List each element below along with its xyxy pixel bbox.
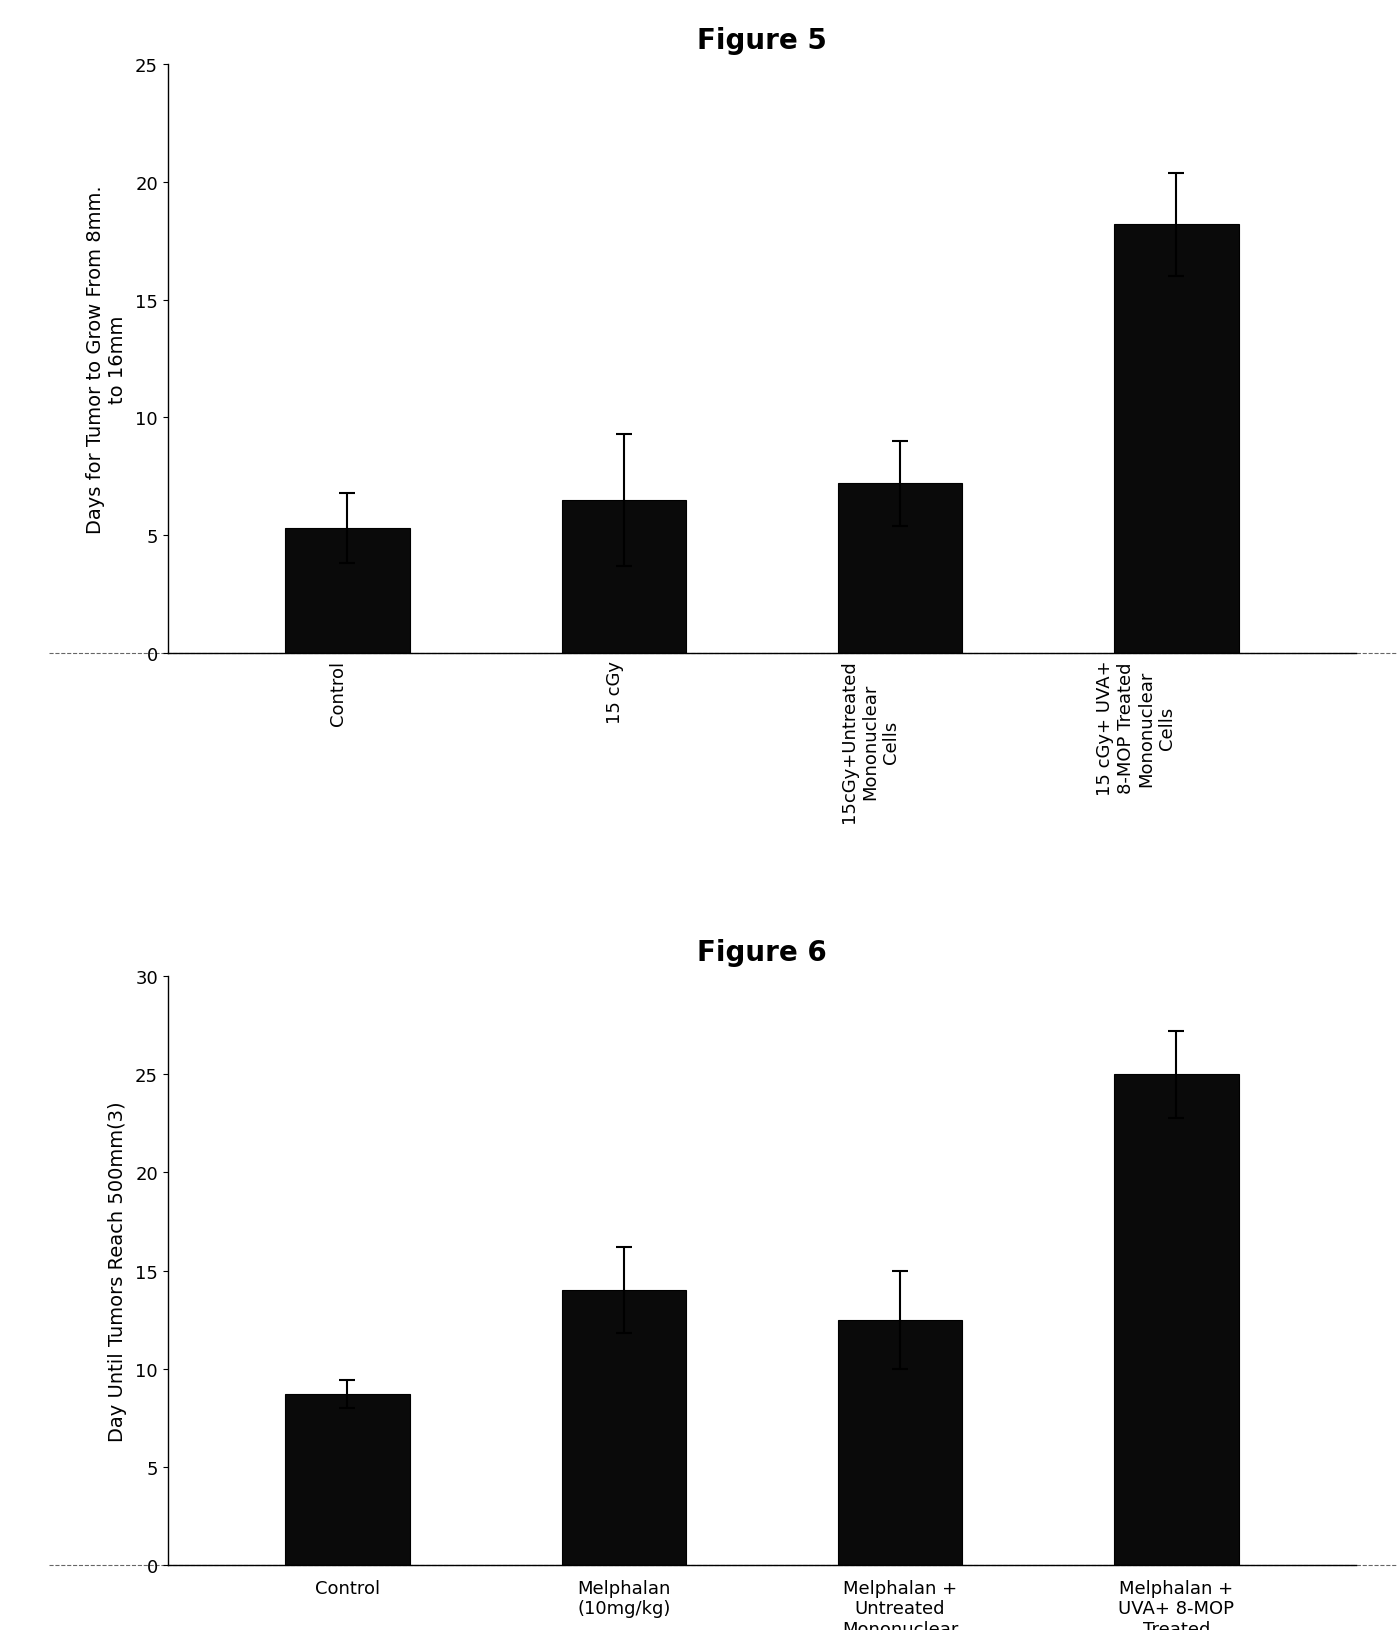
Title: Figure 5: Figure 5 [698,26,826,54]
Bar [837,1320,962,1565]
Bar [285,1394,410,1565]
Bar [1114,1074,1239,1565]
Bar [562,500,686,654]
Bar [1114,225,1239,654]
Bar [562,1291,686,1565]
Title: Figure 6: Figure 6 [698,939,826,967]
Bar [837,484,962,654]
Bar [285,528,410,654]
Y-axis label: Days for Tumor to Grow From 8mm.
to 16mm: Days for Tumor to Grow From 8mm. to 16mm [85,186,127,533]
Y-axis label: Day Until Tumors Reach 500mm(3): Day Until Tumors Reach 500mm(3) [108,1100,127,1441]
